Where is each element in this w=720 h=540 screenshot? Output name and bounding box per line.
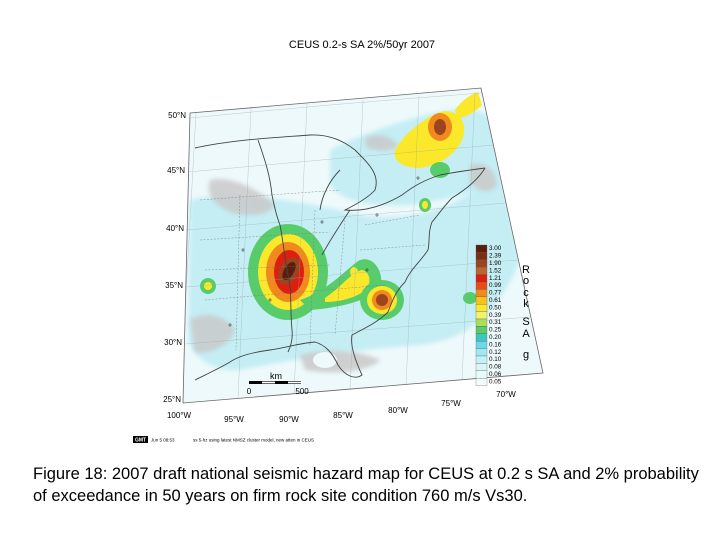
gmt-note: ss 5-hz using latest NMSZ cluster model,… bbox=[193, 438, 314, 443]
legend-value: 0.99 bbox=[489, 282, 502, 289]
legend-value: 1.52 bbox=[489, 267, 502, 274]
legend-value: 0.77 bbox=[489, 290, 502, 297]
figure-caption: Figure 18: 2007 draft national seismic h… bbox=[33, 465, 699, 505]
legend-swatch bbox=[475, 274, 488, 283]
legend-swatch bbox=[475, 333, 488, 342]
hazard-field bbox=[183, 88, 543, 403]
legend-value: 2.39 bbox=[489, 253, 502, 260]
legend-value: 0.16 bbox=[489, 341, 502, 348]
longitude-labels: 100°W 95°W 90°W 85°W 80°W 75°W 70°W bbox=[167, 390, 516, 424]
legend-swatch bbox=[475, 370, 488, 379]
scale-start: 0 bbox=[247, 387, 252, 396]
scale-end: 500 bbox=[295, 387, 309, 396]
legend-swatch bbox=[475, 348, 488, 357]
legend-swatch bbox=[475, 311, 488, 320]
legend-swatch bbox=[475, 318, 488, 327]
scale-bar: km 0 500 bbox=[247, 371, 309, 396]
northeast-zones bbox=[394, 92, 482, 212]
legend-value: 1.90 bbox=[489, 260, 502, 267]
georgia-zone bbox=[350, 267, 358, 277]
legend-swatch bbox=[475, 341, 488, 349]
legend-swatch bbox=[475, 363, 488, 371]
gmt-stamp: GMT Jun 5 08:53 ss 5-hz using latest NMS… bbox=[133, 436, 314, 444]
legend-swatch bbox=[475, 296, 488, 305]
hazard-map: CEUS 0.2-s SA 2%/50yr 2007 bbox=[133, 39, 544, 444]
legend-swatch bbox=[475, 281, 488, 290]
legend-value: 0.61 bbox=[489, 297, 502, 304]
lon-label: 90°W bbox=[279, 415, 299, 424]
legend: 3.002.391.901.521.210.990.770.610.500.39… bbox=[475, 244, 530, 386]
legend-value: 0.20 bbox=[489, 334, 502, 341]
new-madrid-hotspot bbox=[248, 224, 328, 320]
borders bbox=[194, 134, 486, 381]
legend-axis-letter: S bbox=[522, 316, 529, 328]
lat-label: 50°N bbox=[168, 111, 186, 120]
legend-axis-letter: g bbox=[523, 349, 529, 361]
lat-label: 40°N bbox=[166, 224, 184, 233]
state-lines bbox=[199, 189, 426, 351]
legend-swatch bbox=[475, 289, 488, 297]
site-markers bbox=[228, 176, 420, 327]
legend-swatch bbox=[475, 252, 488, 260]
map-title: CEUS 0.2-s SA 2%/50yr 2007 bbox=[289, 39, 435, 51]
legend-value: 0.05 bbox=[489, 378, 502, 385]
legend-axis-letter: A bbox=[522, 328, 530, 340]
legend-swatch bbox=[475, 304, 488, 312]
legend-value: 0.25 bbox=[489, 327, 502, 334]
legend-value: 3.00 bbox=[489, 245, 502, 252]
legend-value: 0.50 bbox=[489, 304, 502, 311]
lon-label: 100°W bbox=[167, 411, 192, 420]
legend-axis-letter: k bbox=[523, 298, 529, 310]
ets-zone-core bbox=[325, 270, 370, 302]
legend-value: 0.10 bbox=[489, 356, 502, 363]
legend-swatch bbox=[475, 259, 488, 268]
florida-low bbox=[313, 352, 337, 368]
legend-value: 0.06 bbox=[489, 371, 502, 378]
scale-unit: km bbox=[270, 371, 282, 381]
map-frame bbox=[182, 87, 544, 404]
lon-label: 80°W bbox=[388, 406, 408, 415]
lat-label: 35°N bbox=[165, 281, 183, 290]
lat-label: 45°N bbox=[167, 166, 185, 175]
legend-value: 0.08 bbox=[489, 364, 502, 371]
lat-label: 30°N bbox=[164, 338, 182, 347]
legend-swatch bbox=[475, 355, 488, 364]
legend-swatch bbox=[475, 378, 488, 386]
lon-label: 95°W bbox=[224, 415, 244, 424]
lon-label: 75°W bbox=[441, 399, 461, 408]
lon-label: 70°W bbox=[496, 390, 516, 399]
latitude-labels: 50°N 45°N 40°N 35°N 30°N 25°N bbox=[163, 111, 186, 404]
lon-label: 85°W bbox=[333, 411, 353, 420]
legend-value: 0.39 bbox=[489, 312, 502, 319]
atlantic-zone bbox=[463, 292, 477, 304]
lat-label: 25°N bbox=[163, 395, 181, 404]
legend-swatch bbox=[475, 244, 488, 253]
legend-axis-letter: R bbox=[522, 264, 530, 276]
legend-value: 0.31 bbox=[489, 319, 502, 326]
legend-value: 1.21 bbox=[489, 275, 502, 282]
legend-swatch bbox=[475, 326, 488, 334]
legend-axis-letter: c bbox=[523, 287, 529, 299]
legend-value: 0.12 bbox=[489, 349, 502, 356]
charleston-hotspot bbox=[360, 280, 404, 320]
gmt-date: Jun 5 08:53 bbox=[151, 438, 175, 443]
gmt-logo: GMT bbox=[135, 438, 146, 444]
legend-axis-letter: o bbox=[523, 275, 529, 287]
legend-swatch bbox=[475, 267, 488, 275]
